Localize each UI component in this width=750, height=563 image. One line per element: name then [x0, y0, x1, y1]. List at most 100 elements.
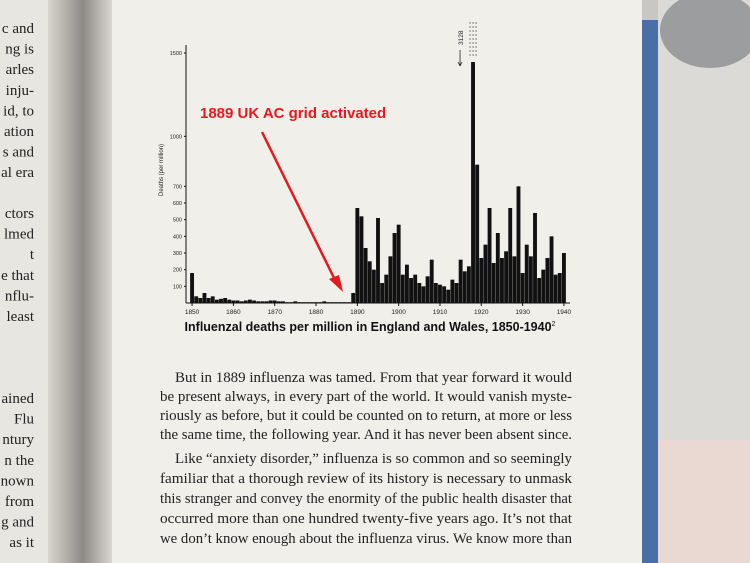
- footnote-mark: 2: [552, 321, 556, 328]
- bar: [504, 251, 509, 303]
- bar: [380, 283, 385, 303]
- x-tick-label: 1910: [433, 309, 448, 316]
- bar: [252, 300, 256, 303]
- bar: [256, 301, 261, 303]
- data-label-arrow: [457, 50, 463, 67]
- bar: [281, 301, 285, 303]
- left-page-line: ained: [2, 391, 35, 407]
- bar: [413, 274, 418, 303]
- bar: [309, 302, 314, 303]
- body-line: riously as before, but it could be count…: [160, 408, 572, 424]
- bar: [268, 300, 273, 303]
- bar: [334, 302, 339, 303]
- x-tick-label: 1890: [350, 309, 365, 316]
- annotation-arrow: [260, 131, 338, 283]
- body-line: be present always, in every part of the …: [160, 389, 572, 405]
- bar: [500, 258, 504, 303]
- left-page-line: ng is: [5, 42, 34, 58]
- bar: [491, 263, 496, 303]
- bar: [524, 244, 529, 303]
- y-tick-label: 100: [173, 284, 182, 290]
- x-tick-label: 1880: [309, 309, 324, 316]
- y-tick-label: 400: [173, 234, 182, 240]
- left-page-line: t: [30, 247, 35, 263]
- bar: [392, 233, 397, 303]
- bar: [561, 253, 566, 303]
- bar: [285, 302, 290, 303]
- y-tick-label: 600: [173, 201, 182, 207]
- bar: [338, 302, 343, 303]
- left-page-line: nflu-: [5, 288, 34, 304]
- bar: [322, 301, 327, 303]
- bar: [276, 301, 281, 303]
- bar: [371, 269, 376, 303]
- bar: [190, 273, 195, 303]
- bar: [557, 273, 562, 303]
- object: [660, 0, 750, 68]
- y-tick-label: 200: [173, 268, 182, 274]
- cover-edge: [642, 20, 658, 563]
- bar: [363, 248, 368, 303]
- y-tick-label: 500: [173, 218, 182, 224]
- annotation-arrowhead: [329, 275, 343, 292]
- bar: [210, 296, 215, 303]
- data-label: 3128: [458, 30, 465, 45]
- bar: [219, 298, 223, 303]
- bar: [479, 258, 484, 303]
- left-page-line: g and: [1, 515, 34, 531]
- x-tick-label: 1860: [226, 309, 241, 316]
- body-line: But in 1889 influenza was tamed. From th…: [175, 370, 572, 386]
- body-line: this stranger and convey the enormity of…: [160, 491, 573, 507]
- left-page-line: arles: [6, 62, 34, 78]
- bar: [404, 264, 409, 303]
- bar: [458, 259, 463, 303]
- bar: [293, 301, 298, 303]
- left-page-line: nown: [1, 473, 35, 489]
- x-tick-label: 1920: [474, 309, 489, 316]
- x-tick-label: 1940: [557, 309, 572, 316]
- bars: [190, 62, 566, 303]
- left-page-line: from: [5, 494, 34, 510]
- bar: [301, 302, 306, 303]
- left-page-line: e that: [1, 268, 35, 284]
- gutter: [48, 0, 118, 563]
- bar: [384, 274, 389, 303]
- left-page-line: al era: [1, 165, 34, 181]
- x-tick-label: 1930: [515, 309, 530, 316]
- y-tick-label: 1000: [170, 134, 182, 140]
- bar: [396, 224, 401, 303]
- title-text: Influenzal deaths per million in England…: [185, 320, 552, 334]
- bar: [206, 298, 211, 303]
- bar: [376, 218, 380, 303]
- bar: [305, 302, 310, 303]
- left-page-line: id, to: [3, 103, 34, 119]
- x-tick-label: 1870: [267, 309, 282, 316]
- body-line: Like “anxiety disorder,” influenza is so…: [175, 451, 572, 467]
- bar: [243, 300, 248, 303]
- bar: [227, 299, 232, 303]
- bar: [223, 298, 228, 303]
- bar: [533, 213, 537, 303]
- bar: [462, 271, 467, 303]
- bar: [297, 302, 302, 303]
- bar: [553, 274, 558, 303]
- body-line: occurred more than one hundred twenty-fi…: [160, 511, 573, 527]
- bar: [433, 283, 438, 303]
- bar: [235, 300, 240, 303]
- left-page-line: ctors: [5, 206, 34, 222]
- bar: [450, 279, 455, 303]
- bar: [351, 293, 356, 303]
- y-axis-label: Deaths (per million): [159, 144, 165, 196]
- bar: [549, 236, 554, 303]
- bar: [487, 208, 492, 303]
- bar: [272, 300, 277, 303]
- bar: [454, 283, 459, 303]
- bar: [483, 244, 488, 303]
- body-line: we don’t know enough about the influenza…: [160, 531, 572, 547]
- y-tick-label: 300: [173, 251, 182, 257]
- bar: [537, 278, 542, 303]
- left-page-line: as it: [9, 535, 34, 551]
- annotation: 1889 UK AC grid activated: [200, 105, 386, 122]
